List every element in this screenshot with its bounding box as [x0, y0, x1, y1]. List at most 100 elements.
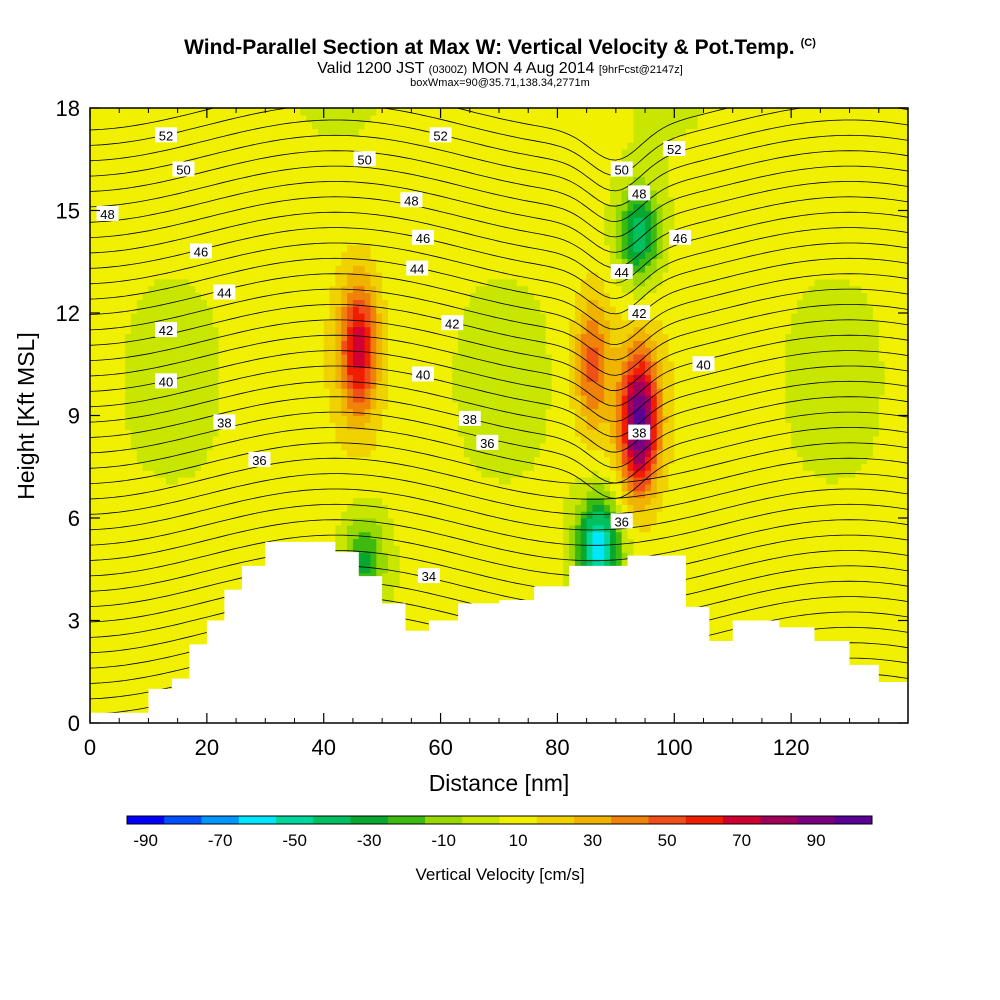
- velocity-cell: [247, 545, 255, 553]
- velocity-cell: [393, 149, 401, 157]
- velocity-cell: [370, 504, 377, 512]
- velocity-cell: [271, 504, 278, 512]
- velocity-cell: [294, 490, 301, 499]
- velocity-cell: [90, 313, 97, 321]
- velocity-cell: [119, 265, 126, 273]
- velocity-cell: [399, 272, 407, 280]
- velocity-cell: [189, 613, 196, 622]
- velocity-cell: [241, 381, 249, 389]
- velocity-cell: [335, 490, 342, 499]
- velocity-cell: [288, 477, 296, 485]
- velocity-cell: [370, 436, 377, 444]
- velocity-cell: [148, 395, 155, 403]
- velocity-cell: [271, 203, 278, 212]
- velocity-cell: [206, 354, 214, 362]
- velocity-cell: [259, 518, 266, 526]
- velocity-cell: [130, 531, 138, 540]
- velocity-cell: [119, 593, 126, 601]
- velocity-cell: [352, 265, 360, 273]
- velocity-cell: [95, 695, 103, 704]
- velocity-cell: [90, 210, 97, 218]
- velocity-cell: [352, 511, 360, 519]
- velocity-cell: [136, 121, 144, 130]
- velocity-cell: [119, 278, 126, 287]
- velocity-cell: [154, 463, 161, 471]
- velocity-cell: [165, 579, 173, 587]
- velocity-cell: [183, 572, 190, 581]
- velocity-cell: [160, 552, 167, 560]
- velocity-cell: [218, 552, 225, 560]
- velocity-cell: [130, 388, 138, 396]
- velocity-cell: [312, 121, 319, 130]
- velocity-cell: [165, 497, 173, 505]
- velocity-cell: [206, 477, 214, 485]
- velocity-cell: [206, 114, 214, 123]
- velocity-cell: [142, 449, 150, 458]
- velocity-cell: [212, 586, 220, 594]
- velocity-cell: [107, 162, 114, 171]
- velocity-cell: [387, 531, 395, 540]
- velocity-cell: [370, 313, 377, 321]
- velocity-cell: [195, 545, 202, 553]
- velocity-cell: [300, 381, 307, 389]
- velocity-cell: [387, 313, 395, 321]
- velocity-cell: [236, 415, 243, 423]
- velocity-cell: [271, 135, 278, 143]
- velocity-cell: [160, 196, 167, 205]
- velocity-cell: [177, 442, 185, 451]
- velocity-cell: [224, 135, 231, 143]
- velocity-cell: [288, 183, 296, 191]
- velocity-cell: [230, 190, 237, 198]
- velocity-cell: [171, 367, 179, 376]
- velocity-cell: [177, 497, 185, 505]
- velocity-cell: [148, 347, 155, 355]
- velocity-cell: [212, 449, 220, 458]
- velocity-cell: [90, 661, 97, 669]
- velocity-cell: [206, 552, 214, 560]
- velocity-cell: [294, 299, 301, 307]
- velocity-cell: [142, 641, 150, 649]
- velocity-cell: [358, 442, 366, 451]
- velocity-cell: [90, 367, 97, 376]
- velocity-cell: [271, 354, 278, 362]
- velocity-cell: [212, 196, 220, 205]
- velocity-cell: [136, 641, 144, 649]
- velocity-cell: [212, 149, 220, 157]
- velocity-cell: [171, 606, 179, 615]
- velocity-cell: [294, 401, 301, 410]
- velocity-cell: [393, 155, 401, 164]
- velocity-cell: [171, 586, 179, 594]
- velocity-cell: [165, 415, 173, 423]
- velocity-cell: [329, 176, 336, 184]
- velocity-cell: [306, 415, 313, 423]
- velocity-cell: [160, 538, 167, 546]
- velocity-cell: [119, 518, 126, 526]
- velocity-cell: [125, 108, 132, 116]
- velocity-cell: [189, 518, 196, 526]
- velocity-cell: [136, 634, 144, 642]
- velocity-cell: [130, 668, 138, 676]
- velocity-cell: [224, 176, 231, 184]
- velocity-cell: [364, 169, 372, 177]
- velocity-cell: [312, 299, 319, 307]
- velocity-cell: [300, 278, 307, 287]
- velocity-cell: [271, 511, 278, 519]
- velocity-cell: [224, 340, 231, 348]
- velocity-cell: [382, 183, 389, 191]
- velocity-cell: [165, 347, 173, 355]
- velocity-cell: [259, 237, 266, 246]
- velocity-cell: [288, 272, 296, 280]
- velocity-cell: [101, 408, 109, 417]
- velocity-cell: [241, 408, 249, 417]
- velocity-cell: [259, 442, 266, 451]
- velocity-cell: [241, 531, 249, 540]
- velocity-cell: [154, 579, 161, 587]
- velocity-cell: [201, 360, 208, 369]
- velocity-cell: [171, 183, 179, 191]
- velocity-cell: [300, 299, 307, 307]
- velocity-cell: [294, 531, 301, 540]
- velocity-cell: [95, 538, 103, 546]
- velocity-cell: [323, 449, 331, 458]
- velocity-cell: [358, 128, 366, 136]
- velocity-cell: [382, 586, 389, 594]
